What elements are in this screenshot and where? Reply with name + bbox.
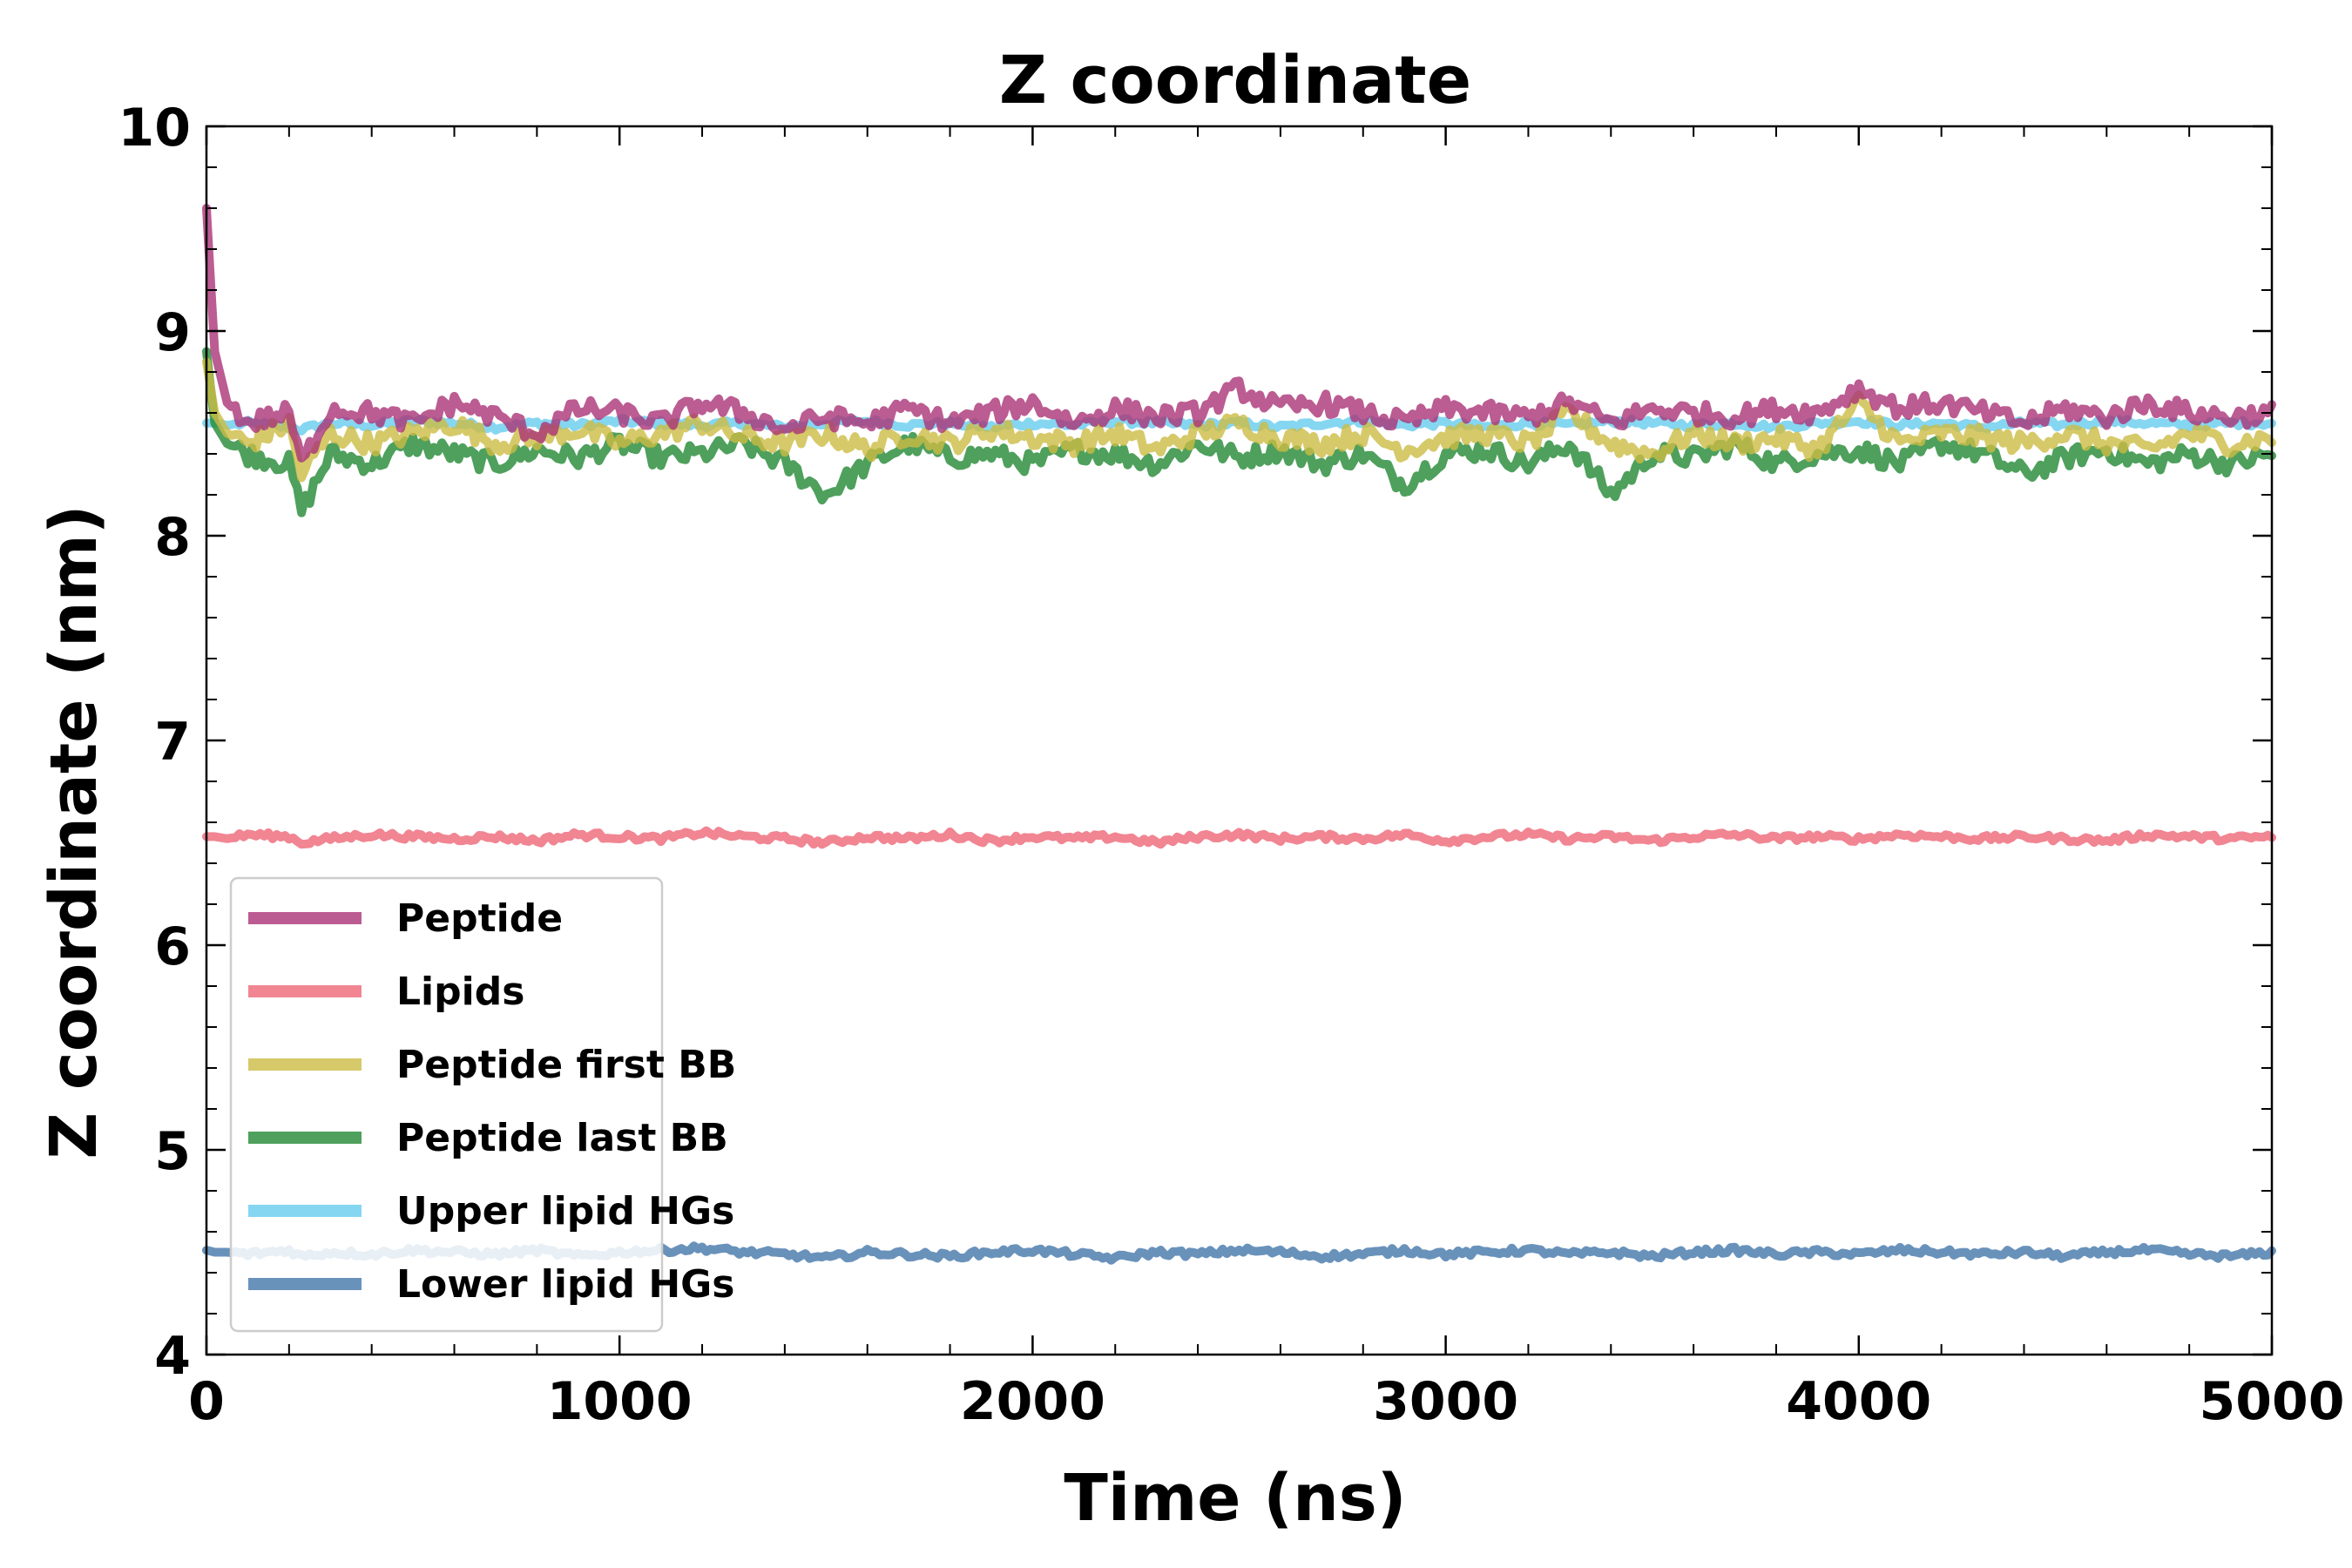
- legend-label: Upper lipid HGs: [396, 1189, 734, 1233]
- series-line-peptide-last-bb: [202, 347, 2276, 517]
- y-axis-label: Z coordinate (nm): [37, 504, 112, 1159]
- chart-title: Z coordinate: [999, 41, 1471, 118]
- x-tick-label: 0: [188, 1371, 225, 1432]
- x-tick-label: 4000: [1786, 1371, 1931, 1432]
- series-line-peptide-first-bb: [202, 357, 2276, 483]
- legend-label: Lipids: [396, 970, 524, 1014]
- legend: Peptide Lipids Peptide first BB Peptide las…: [229, 876, 736, 1333]
- y-tick-label: 9: [154, 302, 191, 363]
- legend-label: Lower lipid HGs: [396, 1262, 734, 1307]
- legend-label: Peptide: [396, 896, 563, 941]
- x-tick-label: 5000: [2200, 1371, 2345, 1432]
- x-tick-label: 3000: [1373, 1371, 1518, 1432]
- legend-label: Peptide first BB: [396, 1043, 736, 1087]
- series-line-lipids: [202, 826, 2276, 849]
- y-tick-label: 6: [154, 916, 191, 977]
- axes-layer: 0 1000 2000 3000 4000 5000 4 5 6 7 8 9 10: [118, 98, 2345, 1432]
- x-tick-label: 2000: [960, 1371, 1105, 1432]
- y-tick-label: 4: [154, 1326, 191, 1387]
- x-axis-label: Time (ns): [1064, 1461, 1406, 1536]
- y-tick-label: 5: [154, 1121, 191, 1182]
- y-tick-label: 10: [118, 98, 192, 159]
- legend-label: Peptide last BB: [396, 1116, 728, 1160]
- y-tick-label: 7: [154, 712, 191, 773]
- y-tick-label: 8: [154, 507, 191, 568]
- x-tick-label: 1000: [547, 1371, 693, 1432]
- series-line-peptide: [202, 204, 2276, 463]
